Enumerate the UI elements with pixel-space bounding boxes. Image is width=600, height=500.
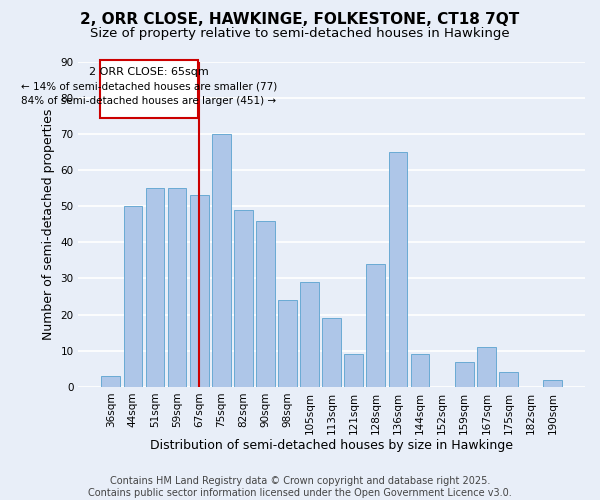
Bar bbox=[389, 152, 407, 387]
Bar bbox=[344, 354, 363, 387]
Bar bbox=[212, 134, 230, 387]
Text: Contains HM Land Registry data © Crown copyright and database right 2025.
Contai: Contains HM Land Registry data © Crown c… bbox=[88, 476, 512, 498]
Bar bbox=[256, 220, 275, 387]
Bar bbox=[367, 264, 385, 387]
Bar bbox=[455, 362, 473, 387]
FancyBboxPatch shape bbox=[100, 60, 198, 118]
Bar bbox=[322, 318, 341, 387]
Text: ← 14% of semi-detached houses are smaller (77): ← 14% of semi-detached houses are smalle… bbox=[21, 82, 277, 92]
Y-axis label: Number of semi-detached properties: Number of semi-detached properties bbox=[42, 108, 55, 340]
Bar bbox=[410, 354, 430, 387]
Bar bbox=[167, 188, 187, 387]
Bar bbox=[278, 300, 297, 387]
Text: 84% of semi-detached houses are larger (451) →: 84% of semi-detached houses are larger (… bbox=[22, 96, 277, 106]
Bar bbox=[234, 210, 253, 387]
Text: Size of property relative to semi-detached houses in Hawkinge: Size of property relative to semi-detach… bbox=[90, 28, 510, 40]
Bar bbox=[124, 206, 142, 387]
Bar bbox=[101, 376, 120, 387]
Bar bbox=[499, 372, 518, 387]
X-axis label: Distribution of semi-detached houses by size in Hawkinge: Distribution of semi-detached houses by … bbox=[150, 440, 513, 452]
Bar bbox=[190, 196, 209, 387]
Bar bbox=[300, 282, 319, 387]
Text: 2, ORR CLOSE, HAWKINGE, FOLKESTONE, CT18 7QT: 2, ORR CLOSE, HAWKINGE, FOLKESTONE, CT18… bbox=[80, 12, 520, 28]
Text: 2 ORR CLOSE: 65sqm: 2 ORR CLOSE: 65sqm bbox=[89, 67, 209, 77]
Bar bbox=[543, 380, 562, 387]
Bar bbox=[146, 188, 164, 387]
Bar bbox=[477, 347, 496, 387]
